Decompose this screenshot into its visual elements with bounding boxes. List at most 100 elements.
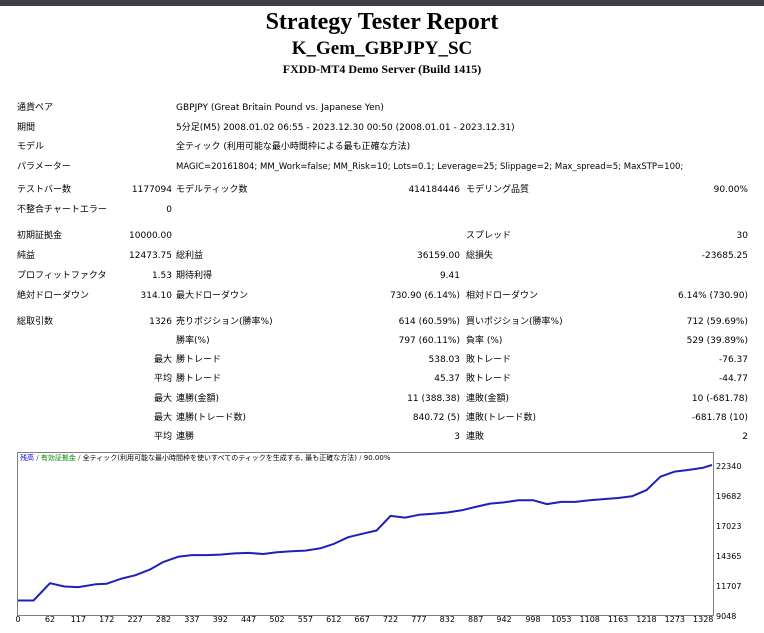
largest-word: 最大 bbox=[153, 355, 172, 365]
row-total: 総取引数 1326 売りポジション(勝率%) 614 (60.59%) 買いポジ… bbox=[0, 314, 764, 330]
row-max-consecutive-profit: 最大 連勝(トレード数) 840.72 (5) 連敗(トレード数) -681.7… bbox=[0, 410, 764, 426]
win-pct-label: 勝率(%) bbox=[176, 336, 210, 346]
max-cons-profit-value: 840.72 (5) bbox=[412, 413, 460, 423]
x-tick-label: 1218 bbox=[636, 615, 657, 624]
row-pf: プロフィットファクタ 1.53 期待利得 9.41 bbox=[0, 268, 764, 284]
x-tick-label: 722 bbox=[382, 615, 399, 624]
chart-legend: 残高 / 有効証拠金 / 全ティック(利用可能な最小時間枠を使いすべてのティック… bbox=[20, 454, 391, 462]
avg-cons-word: 平均 bbox=[153, 432, 172, 442]
max-cons-loss-label: 連敗(トレード数) bbox=[466, 413, 537, 423]
quality-label: モデリング品質 bbox=[466, 185, 530, 195]
max-cons-losses-value: 10 (-681.78) bbox=[691, 394, 748, 404]
row-drawdown: 絶対ドローダウン 314.10 最大ドローダウン 730.90 (6.14%) … bbox=[0, 288, 764, 304]
short-value: 614 (60.59%) bbox=[398, 317, 460, 327]
y-tick-label: 9048 bbox=[716, 612, 737, 621]
bars-value: 1177094 bbox=[131, 185, 172, 195]
x-tick-label: 667 bbox=[354, 615, 370, 624]
x-tick-label: 447 bbox=[241, 615, 257, 624]
row-deposit: 初期証拠金 10000.00 スプレッド 30 bbox=[0, 228, 764, 244]
y-tick-label: 17023 bbox=[716, 522, 742, 531]
row-bars: テストバー数 1177094 モデルティック数 414184446 モデリング品… bbox=[0, 182, 764, 198]
quality-value: 90.00% bbox=[713, 185, 748, 195]
y-tick-label: 22340 bbox=[716, 462, 742, 471]
total-label: 総取引数 bbox=[17, 317, 54, 327]
deposit-label: 初期証拠金 bbox=[17, 231, 63, 241]
loss-pct-label: 負率 (%) bbox=[466, 336, 503, 346]
window-top-bar bbox=[0, 0, 764, 6]
row-avg-consecutive: 平均 連勝 3 連敗 2 bbox=[0, 429, 764, 445]
params-value: MAGIC=20161804; MM_Work=false; MM_Risk=1… bbox=[176, 162, 684, 172]
row-max-consecutive: 最大 連勝(金額) 11 (388.38) 連敗(金額) 10 (-681.78… bbox=[0, 391, 764, 407]
x-tick-label: 1053 bbox=[551, 615, 572, 624]
avg-loss-value: -44.77 bbox=[718, 374, 748, 384]
x-tick-label: 1273 bbox=[664, 615, 686, 624]
largest-profit-label: 勝トレード bbox=[176, 355, 222, 365]
avg-cons-losses-value: 2 bbox=[742, 432, 748, 442]
x-tick-label: 998 bbox=[525, 615, 541, 624]
symbol-value: GBPJPY (Great Britain Pound vs. Japanese… bbox=[176, 103, 384, 113]
spread-value: 30 bbox=[736, 231, 748, 241]
row-period: 期間 5分足(M5) 2008.01.02 06:55 - 2023.12.30… bbox=[0, 120, 764, 136]
pf-label: プロフィットファクタ bbox=[17, 271, 107, 281]
model-value: 全ティック (利用可能な最小時間枠による最も正確な方法) bbox=[176, 142, 411, 152]
largest-profit-value: 538.03 bbox=[428, 355, 461, 365]
legend-model: 全ティック(利用可能な最小時間枠を使いすべてのティックを生成する, 最も正確な方… bbox=[82, 454, 357, 462]
rel-dd-value: 6.14% (730.90) bbox=[678, 291, 748, 301]
row-params: パラメーター MAGIC=20161804; MM_Work=false; MM… bbox=[0, 159, 764, 175]
mismatch-value: 0 bbox=[166, 205, 172, 215]
short-label: 売りポジション(勝率%) bbox=[176, 317, 273, 327]
x-tick-label: 887 bbox=[468, 615, 484, 624]
net-label: 純益 bbox=[17, 251, 36, 261]
legend-balance: 残高 bbox=[20, 454, 34, 462]
max-cons-profit-label: 連勝(トレード数) bbox=[176, 413, 247, 423]
expected-label: 期待利得 bbox=[176, 271, 213, 281]
abs-dd-value: 314.10 bbox=[140, 291, 173, 301]
row-mismatch: 不整合チャートエラー 0 bbox=[0, 202, 764, 218]
gross-loss-value: -23685.25 bbox=[701, 251, 748, 261]
balance-line bbox=[18, 464, 713, 602]
max-cons-wins-label: 連勝(金額) bbox=[176, 394, 220, 404]
total-value: 1326 bbox=[149, 317, 172, 327]
gross-loss-label: 総損失 bbox=[466, 251, 494, 261]
legend-equity: 有効証拠金 bbox=[40, 454, 76, 462]
avg-cons-losses-label: 連敗 bbox=[466, 432, 485, 442]
x-tick-label: 172 bbox=[99, 615, 115, 624]
x-tick-label: 502 bbox=[269, 615, 285, 624]
row-win-loss-pct: 勝率(%) 797 (60.11%) 負率 (%) 529 (39.89%) bbox=[0, 333, 764, 349]
net-value: 12473.75 bbox=[129, 251, 172, 261]
expert-name: K_Gem_GBPJPY_SC bbox=[291, 38, 473, 59]
x-tick-label: 282 bbox=[155, 615, 172, 624]
long-label: 買いポジション(勝率%) bbox=[466, 317, 563, 327]
max-cons-losses-label: 連敗(金額) bbox=[466, 394, 510, 404]
avg-profit-value: 45.37 bbox=[434, 374, 460, 384]
max-dd-value: 730.90 (6.14%) bbox=[390, 291, 460, 301]
x-tick-label: 0 bbox=[15, 615, 21, 624]
x-tick-label: 392 bbox=[212, 615, 228, 624]
y-tick-label: 11707 bbox=[716, 582, 742, 591]
ticks-label: モデルティック数 bbox=[176, 185, 248, 195]
report-title: Strategy Tester Report bbox=[265, 9, 499, 35]
average-word: 平均 bbox=[153, 374, 172, 384]
legend-quality: 90.00% bbox=[363, 454, 391, 462]
row-net: 純益 12473.75 総利益 36159.00 総損失 -23685.25 bbox=[0, 248, 764, 264]
deposit-value: 10000.00 bbox=[129, 231, 172, 241]
params-label: パラメーター bbox=[17, 162, 71, 172]
win-pct-value: 797 (60.11%) bbox=[398, 336, 460, 346]
max-cons-wins-value: 11 (388.38) bbox=[407, 394, 460, 404]
x-tick-label: 117 bbox=[70, 615, 86, 624]
server-name: FXDD-MT4 Demo Server (Build 1415) bbox=[282, 62, 482, 76]
x-tick-label: 227 bbox=[127, 615, 143, 624]
gross-profit-value: 36159.00 bbox=[417, 251, 460, 261]
x-tick-label: 1163 bbox=[607, 615, 629, 624]
symbol-label: 通貨ペア bbox=[17, 103, 54, 113]
gross-profit-label: 総利益 bbox=[176, 251, 204, 261]
max-cons-loss-value: -681.78 (10) bbox=[691, 413, 748, 423]
ticks-value: 414184446 bbox=[408, 185, 460, 195]
max-cons-profit-word: 最大 bbox=[153, 413, 172, 423]
bars-label: テストバー数 bbox=[17, 185, 72, 195]
largest-loss-label: 敗トレード bbox=[466, 355, 512, 365]
period-value: 5分足(M5) 2008.01.02 06:55 - 2023.12.30 00… bbox=[176, 123, 515, 133]
model-label: モデル bbox=[17, 142, 45, 152]
max-cons-word: 最大 bbox=[153, 394, 172, 404]
row-model: モデル 全ティック (利用可能な最小時間枠による最も正確な方法) bbox=[0, 139, 764, 155]
